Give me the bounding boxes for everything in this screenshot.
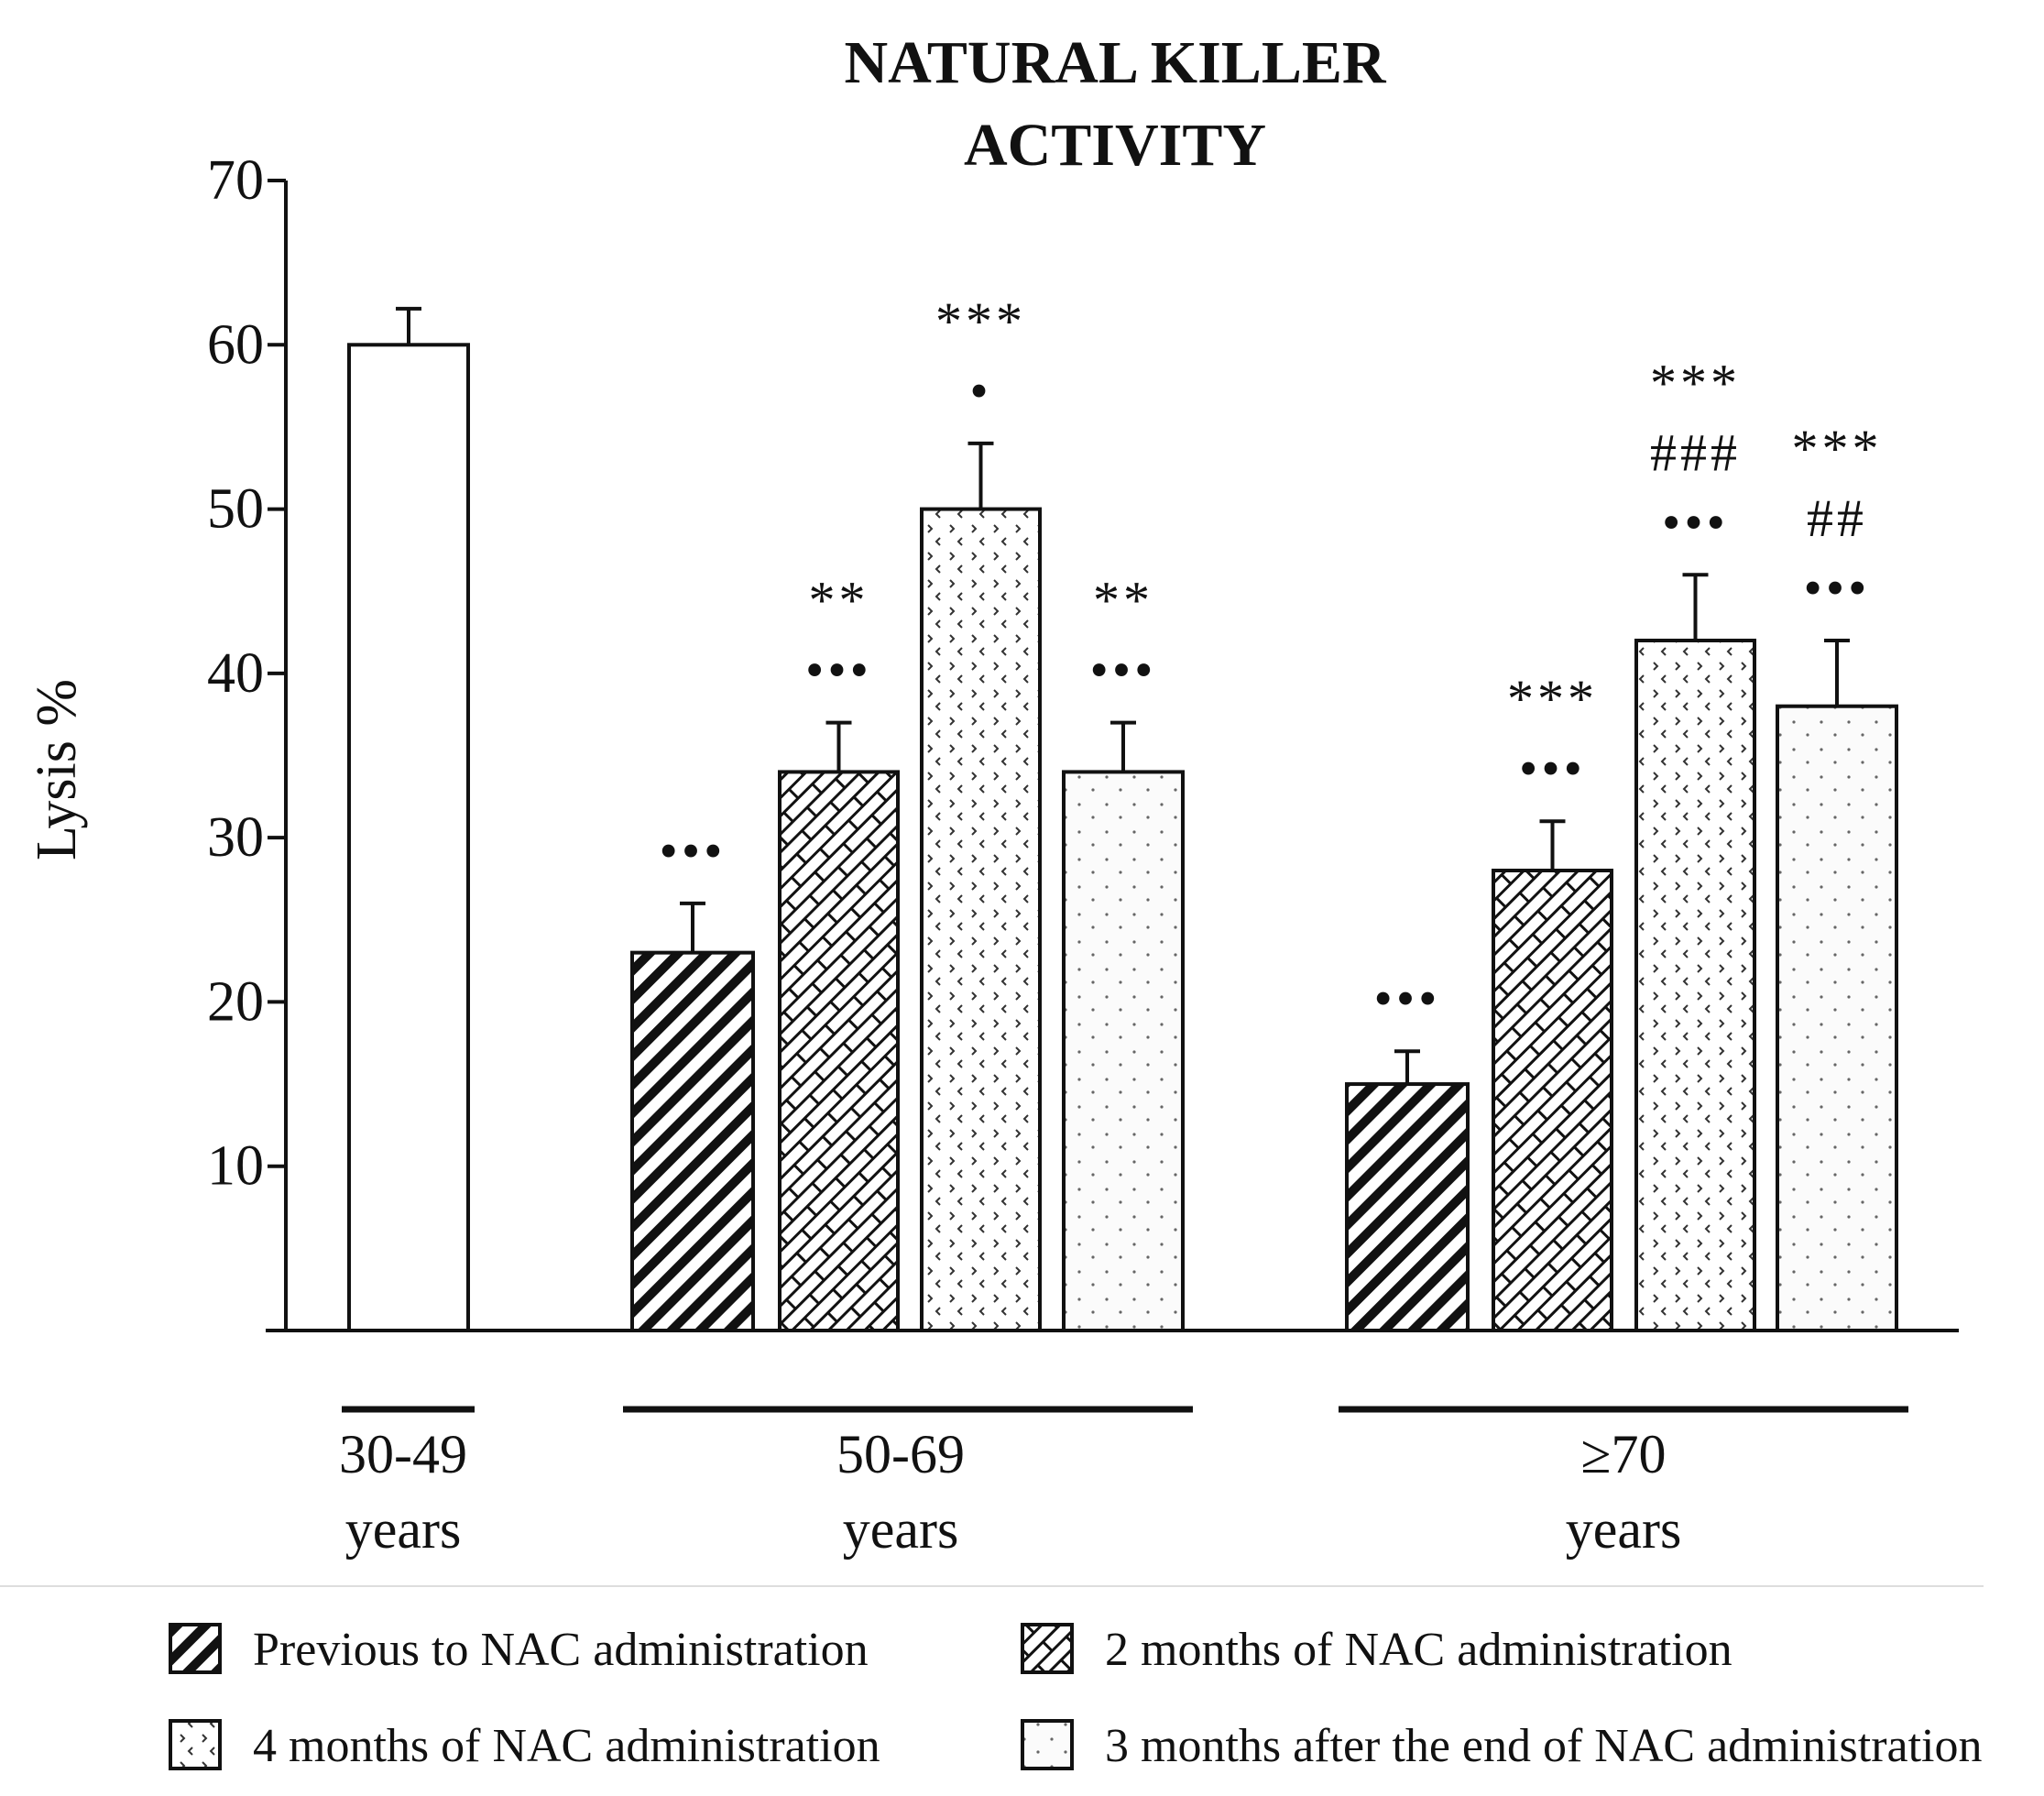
y-tick-label: 50 [207,478,264,541]
group-label: 50-69 [836,1424,965,1484]
y-axis: 10 20 30 40 50 60 70 [207,149,1959,1332]
significance-marker: ••• [1662,492,1729,552]
legend-label: 3 months after the end of NAC administra… [1105,1720,1982,1772]
group-label: years [1566,1499,1682,1560]
significance-marker: ** [809,571,869,630]
group-label: years [843,1499,959,1560]
legend-swatch [169,1719,222,1770]
legend-label: 2 months of NAC administration [1105,1624,1732,1676]
y-tick-label: 10 [207,1135,264,1198]
group-labels: 30-49 years 50-69 years ≥70 years [339,1406,1908,1560]
y-tick-label: 30 [207,806,264,869]
significance-marker: *** [1650,353,1741,412]
bar [920,507,1042,1332]
significance-marker: ** [1093,571,1153,630]
bar [778,770,900,1332]
significance-marker: ••• [1519,739,1586,798]
group-label: ≥70 [1581,1424,1667,1484]
bar [347,343,470,1332]
chart-title-line-1: NATURAL KILLER [844,29,1386,96]
significance-marker: ••• [1090,641,1157,700]
significance-marker: ### [1650,422,1741,482]
significance-marker: ## [1807,488,1867,548]
y-tick-label: 60 [207,313,264,376]
legend-swatch [1021,1623,1074,1674]
significance-marker: ••• [1374,969,1441,1028]
y-tick-label: 40 [207,642,264,705]
bar [630,950,755,1332]
chart-title: NATURAL KILLER ACTIVITY [844,29,1386,179]
chart-title-line-2: ACTIVITY [964,112,1266,179]
bar [1776,704,1898,1332]
significance-marker: ••• [805,641,872,700]
bar [1062,770,1185,1332]
legend: Previous to NAC administration 2 months o… [0,1585,1984,1772]
y-axis-label: Lysis % [26,679,88,860]
y-tick-label: 70 [207,149,264,212]
legend-label: Previous to NAC administration [253,1624,869,1676]
group-label: years [345,1499,462,1560]
group-label: 30-49 [339,1424,467,1484]
significance-marker: *** [1507,669,1598,728]
significance-marker: ••• [1804,558,1871,618]
legend-swatch [1021,1719,1074,1770]
bar [1492,869,1613,1332]
legend-swatch [169,1623,222,1674]
bars: ••• ••• ** • *** ••• ** ••• ••• *** ••• ### *** ••• ##… [347,291,1898,1332]
significance-marker: *** [935,291,1026,351]
significance-marker: *** [1792,419,1883,478]
y-tick-label: 20 [207,970,264,1033]
significance-marker: • [969,361,991,421]
bar [1634,639,1756,1332]
legend-label: 4 months of NAC administration [253,1720,880,1772]
significance-marker: ••• [660,821,727,881]
bar [1345,1082,1470,1332]
